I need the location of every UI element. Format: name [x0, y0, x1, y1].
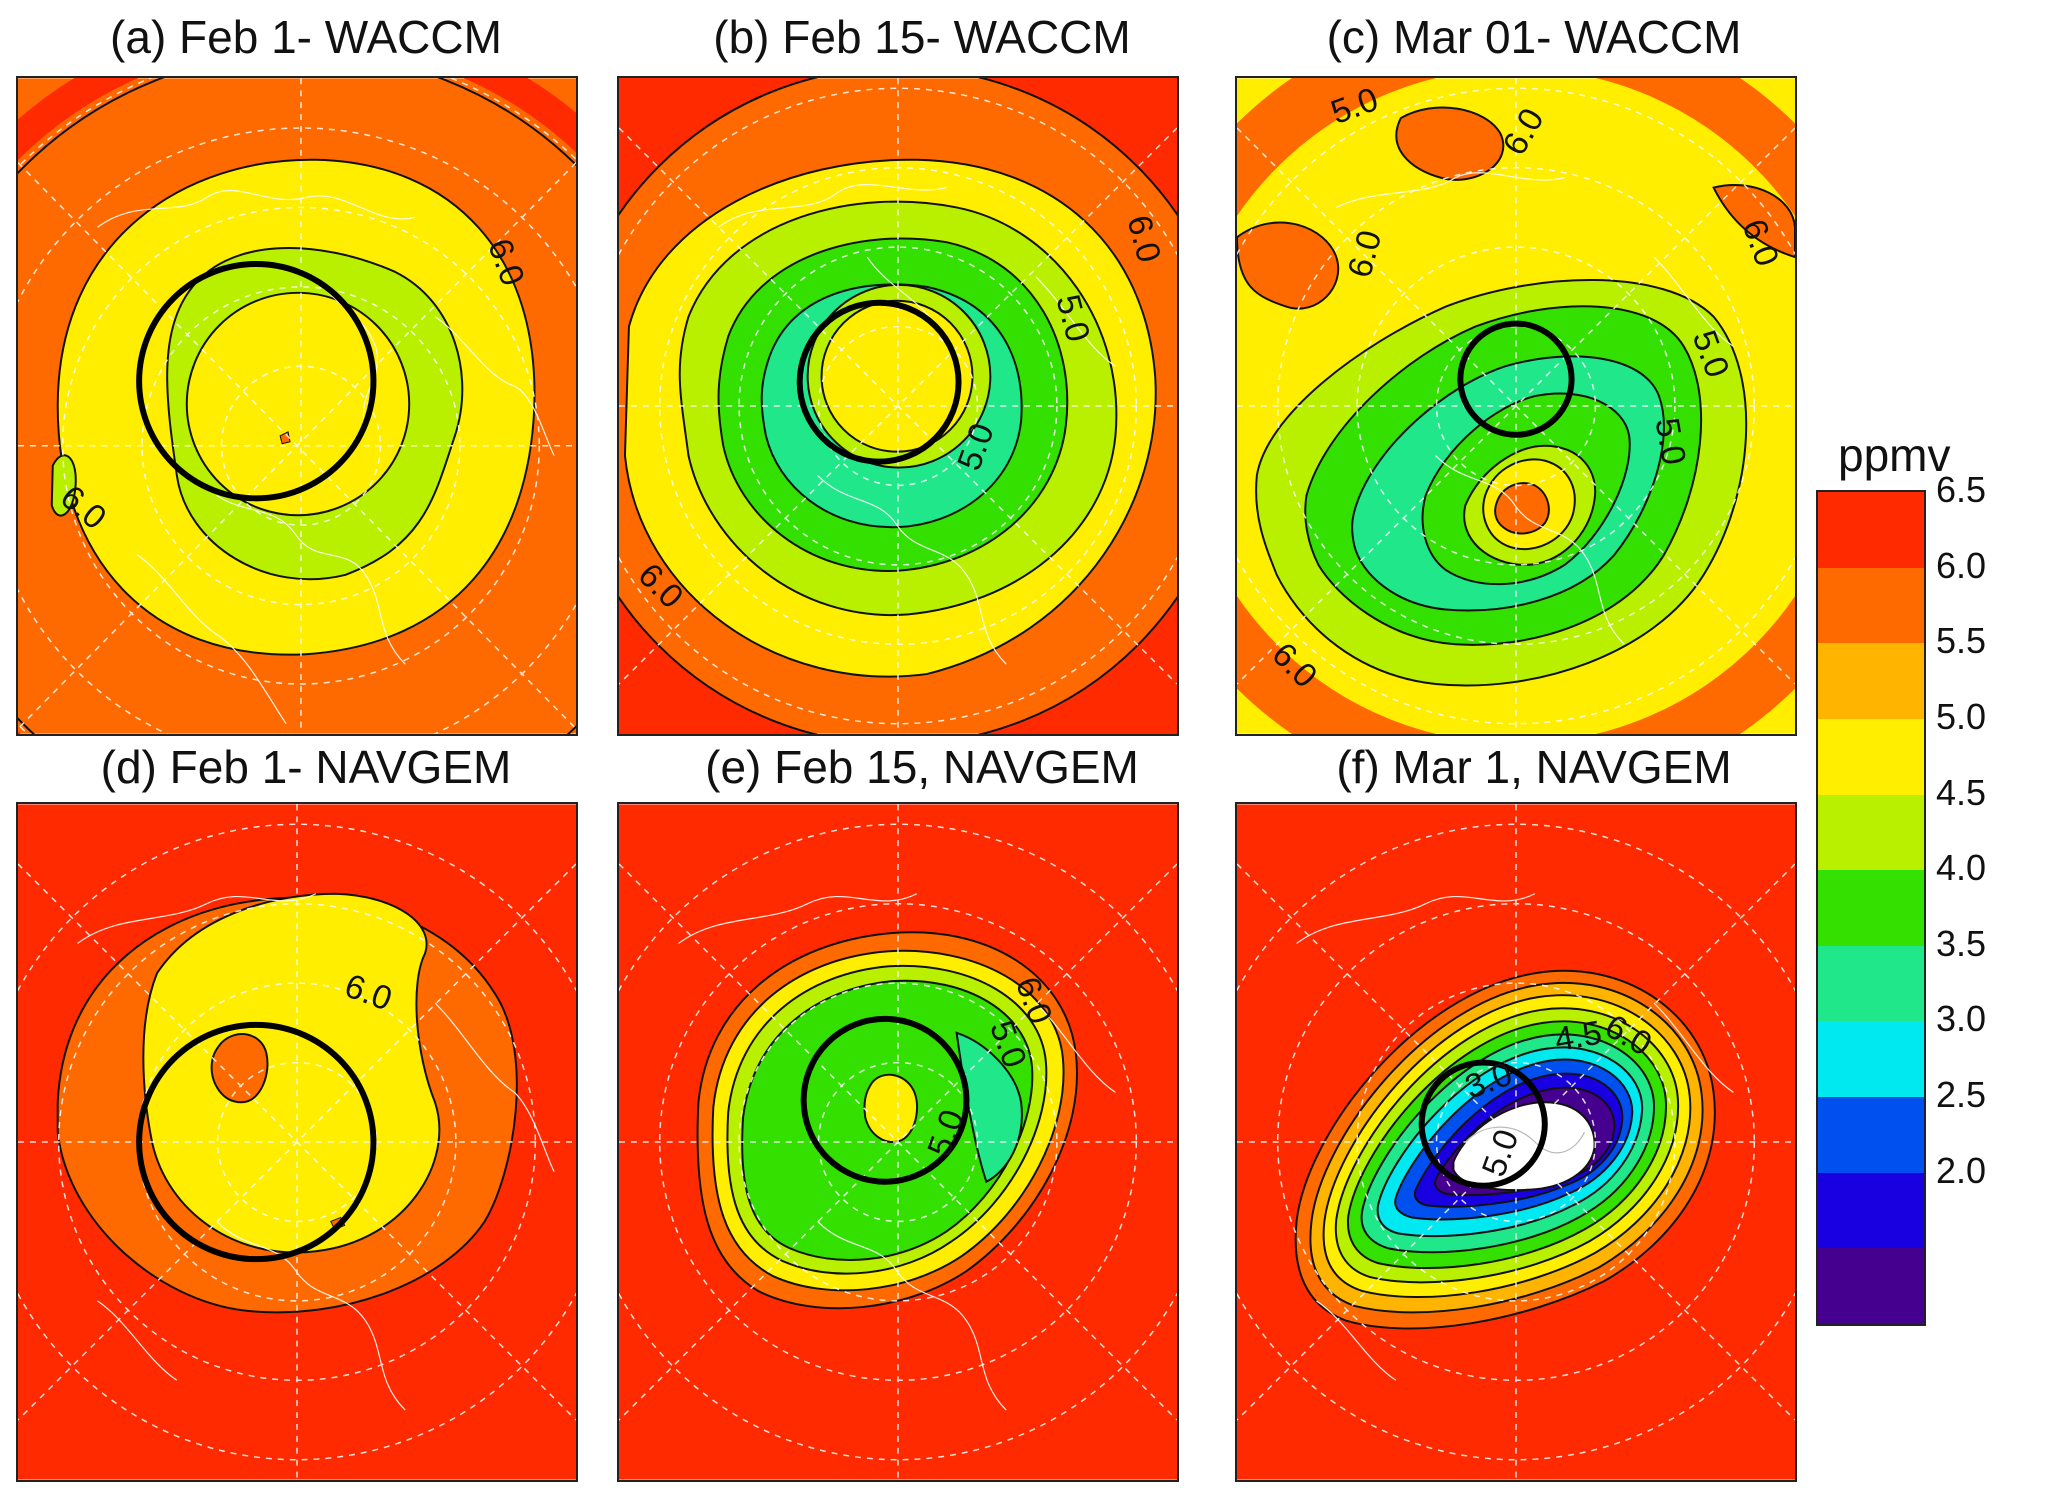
panel-d-title: (d) Feb 1- NAVGEM — [100, 741, 512, 793]
panel-f-title: (f) Mar 1, NAVGEM — [1336, 741, 1732, 793]
polar-map-b: 6.0 5.0 5.0 6.0 — [619, 78, 1177, 734]
colorbar-band — [1818, 1172, 1924, 1249]
contour-inner-yellow — [820, 299, 974, 453]
polar-map-c: 5.0 6.0 6.0 6.0 5.0 5.0 6.0 — [1237, 78, 1795, 734]
colorbar-band — [1818, 492, 1924, 568]
vortex-edge-circle — [1418, 1059, 1548, 1189]
graticule — [619, 78, 1177, 734]
graticule — [1237, 78, 1795, 734]
polar-map-a: 6.0 6.0 — [18, 78, 576, 734]
colorbar-tick-label: 3.0 — [1936, 998, 1987, 1040]
polar-map-f: 3.0 4.5 6.0 5.0 — [1237, 804, 1795, 1480]
map-panel-b: 6.0 5.0 5.0 6.0 — [617, 76, 1179, 736]
map-panel-a: 6.0 6.0 — [16, 76, 578, 736]
colorbar-tick-label: 4.0 — [1936, 847, 1987, 889]
colorbar-tick-label: 3.5 — [1936, 922, 1987, 964]
vortex-edge-circle — [136, 1021, 377, 1263]
contour-orange-patch — [1395, 106, 1505, 181]
graticule — [1237, 804, 1795, 1480]
graticule — [18, 804, 576, 1480]
contour-tiny-patch — [279, 431, 291, 445]
colorbar-tick-label: 4.5 — [1936, 771, 1987, 813]
vortex-edge-circle — [796, 299, 962, 465]
colorbar-tick-label: 2.0 — [1936, 1149, 1987, 1191]
coastlines — [678, 893, 1116, 1411]
coastlines — [77, 893, 555, 1411]
panel-e-title: (e) Feb 15, NAVGEM — [705, 741, 1139, 793]
map-panel-e: 6.0 5.0 5.0 — [617, 802, 1179, 1482]
contour-orange-patch — [1237, 221, 1340, 310]
colorbar-band — [1818, 870, 1924, 946]
colorbar-units: ppmv — [1838, 429, 1951, 481]
colorbar-band — [1818, 1097, 1924, 1173]
contour-yellow — [142, 892, 441, 1254]
map-panel-c: 5.0 6.0 6.0 6.0 5.0 5.0 6.0 — [1235, 76, 1797, 736]
colorbar-band — [1818, 794, 1924, 871]
colorbar-band — [1818, 1248, 1924, 1324]
contour-label: 4.5 — [1552, 1014, 1605, 1060]
colorbar-tick-label: 6.5 — [1936, 469, 1987, 510]
contour-small-patch — [210, 1033, 269, 1104]
panel-b-title: (b) Feb 15- WACCM — [713, 11, 1131, 63]
contour-label: 5.0 — [1648, 415, 1694, 468]
colorbar-band — [1818, 567, 1924, 644]
colorbar-band — [1818, 1021, 1924, 1097]
colorbar-band — [1818, 945, 1924, 1022]
contour-white-core — [1452, 1101, 1596, 1192]
coastlines — [1296, 893, 1734, 1381]
coastlines — [97, 189, 555, 725]
vortex-edge-circle — [800, 1015, 970, 1185]
contour-inner-orange — [1494, 482, 1550, 535]
map-panel-d: 6.0 — [16, 802, 578, 1482]
contour-orange-patch — [1712, 183, 1795, 259]
colorbar-band — [1818, 643, 1924, 719]
map-panel-f: 3.0 4.5 6.0 5.0 — [1235, 802, 1797, 1482]
colorbar-tick-label: 6.0 — [1936, 544, 1987, 586]
panel-a-title: (a) Feb 1- WACCM — [110, 11, 502, 63]
contour-inner-yellow — [863, 1073, 919, 1143]
vortex-edge-circle — [1457, 320, 1575, 438]
vortex-edge-circle — [136, 261, 377, 502]
coastlines — [1336, 172, 1734, 645]
graticule — [18, 78, 576, 734]
graticule — [619, 804, 1177, 1480]
colorbar-tick-label: 2.5 — [1936, 1074, 1987, 1116]
colorbar-band — [1818, 718, 1924, 795]
contour-inner-yellow — [185, 291, 411, 517]
coastlines-grey — [1464, 1126, 1586, 1154]
polar-map-e: 6.0 5.0 5.0 — [619, 804, 1177, 1480]
panel-c-title: (c) Mar 01- WACCM — [1326, 11, 1742, 63]
colorbar-tick-label: 5.5 — [1936, 620, 1987, 662]
colorbar — [1816, 490, 1926, 1326]
contour-teal — [955, 1031, 1023, 1184]
colorbar-tick-label: 5.0 — [1936, 695, 1987, 737]
polar-map-d: 6.0 — [18, 804, 576, 1480]
